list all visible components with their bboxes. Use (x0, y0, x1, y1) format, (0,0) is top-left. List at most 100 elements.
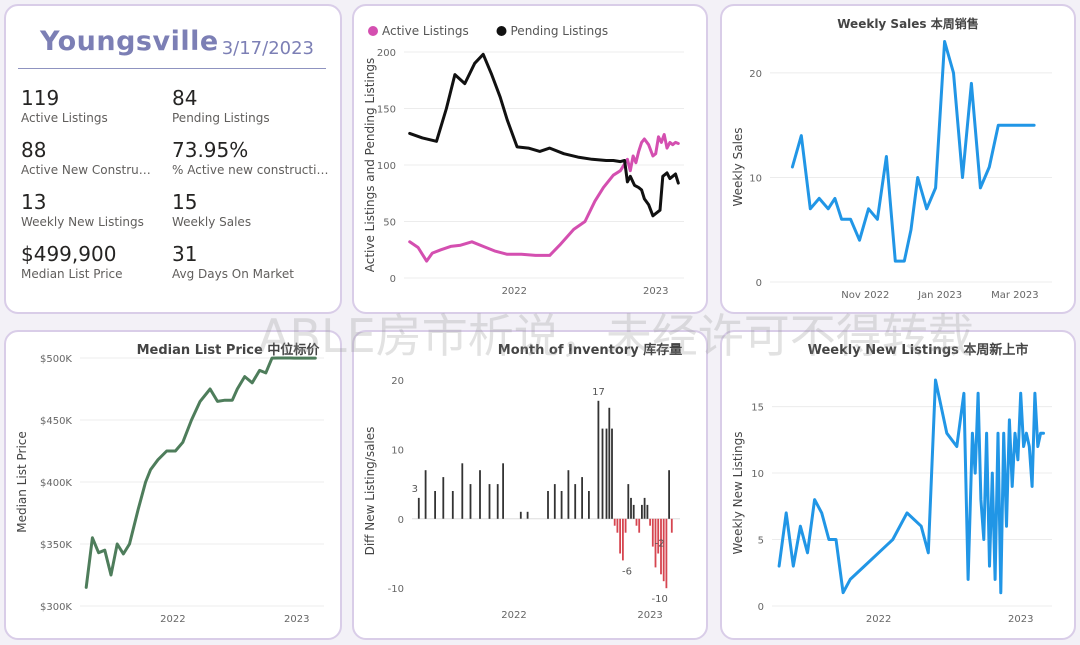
inventory-chart: Month of Inventory 库存量 -10 0 10 20 2022 2023 Di… (363, 342, 682, 621)
kpi-label: Weekly Sales (172, 215, 252, 229)
chart-title: Weekly New Listings 本周新上市 (808, 342, 1029, 358)
bar (632, 504, 635, 519)
x-tick-label: 2023 (643, 286, 668, 297)
chart-title: Month of Inventory 库存量 (498, 342, 682, 358)
bar (654, 518, 657, 568)
bar (434, 491, 436, 519)
x-tick-label: Mar 2023 (991, 290, 1039, 301)
y-axis-label: Median List Price (15, 431, 29, 533)
kpi-label: Weekly New Listings (21, 215, 144, 229)
bar (624, 518, 627, 533)
bar (641, 504, 643, 519)
weekly-new-listings-chart: Weekly New Listings 本周新上市 0 5 10 15 2022 2023 W… (731, 342, 1052, 625)
kpi-weekly-sales: 15 Weekly Sales (172, 190, 332, 230)
legend-marker (368, 26, 378, 36)
x-tick-label: 2023 (1008, 614, 1033, 625)
y-axis-label: Active Listings and Pending Listings (363, 58, 377, 273)
y-axis-label: Diff New Listing/sales (363, 427, 377, 556)
median-price-chart-panel: Median List Price 中位标价 $300K $350K $400K $45… (4, 330, 342, 640)
y-tick-label: 100 (377, 161, 396, 172)
x-tick-label: 2022 (866, 614, 891, 625)
data-label: -6 (622, 566, 632, 577)
series-line (408, 133, 680, 263)
report-date: 3/17/2023 (221, 38, 314, 59)
x-tick-label: Jan 2023 (917, 290, 962, 301)
bar (424, 470, 427, 519)
bar (574, 484, 577, 519)
bar (662, 518, 665, 582)
y-tick-label: 0 (398, 515, 404, 526)
kpi-value: 88 (21, 138, 47, 162)
x-tick-label: 2023 (637, 610, 662, 621)
bar (630, 497, 632, 519)
series-line (84, 356, 317, 589)
kpi-divider (18, 68, 326, 69)
y-axis-label: Weekly New Listings (731, 432, 745, 555)
listings-chart-panel: 0 50 100 150 200 2022 2023 Active Listings and … (352, 4, 708, 314)
bar (651, 518, 654, 547)
y-tick-label: $500K (40, 354, 72, 365)
legend-label: Pending Listings (511, 24, 609, 38)
kpi-label: Avg Days On Market (172, 267, 294, 281)
kpi-label: % Active new constructions (172, 163, 332, 177)
bar (588, 491, 590, 519)
y-tick-label: 20 (749, 69, 762, 80)
series-line (790, 40, 1036, 263)
legend-label: Active Listings (382, 24, 469, 38)
bar (668, 470, 670, 519)
weekly-sales-chart-panel: Weekly Sales 本周销售 0 10 20 Nov 2022 Jan 2023 Ma… (720, 4, 1076, 314)
x-tick-label: 2023 (284, 614, 309, 625)
bar (496, 484, 499, 519)
bar (597, 400, 600, 519)
bar (613, 518, 616, 526)
data-label: 3 (412, 484, 418, 495)
y-tick-label: 5 (758, 536, 764, 547)
bar (567, 470, 570, 519)
kpi-value: 31 (172, 242, 198, 266)
listings-chart: 0 50 100 150 200 2022 2023 Active Listings and … (363, 24, 684, 297)
bar (611, 428, 613, 519)
bar (519, 511, 522, 519)
x-tick-label: Nov 2022 (841, 290, 889, 301)
bar (479, 470, 481, 519)
kpi-value: 15 (172, 190, 198, 214)
bar (581, 477, 583, 519)
x-tick-label: 2022 (502, 286, 527, 297)
kpi-avg-days-on-market: 31 Avg Days On Market (172, 242, 332, 282)
bar (451, 491, 454, 519)
y-tick-label: 50 (383, 218, 396, 229)
kpi-value: $499,900 (21, 242, 117, 266)
y-tick-label: 0 (756, 278, 762, 289)
y-tick-label: 10 (751, 469, 764, 480)
bar (660, 518, 662, 575)
y-tick-label: 10 (749, 173, 762, 184)
kpi-label: Active New Constructi... (21, 163, 153, 177)
bar (601, 428, 604, 519)
weekly-new-listings-chart-panel: Weekly New Listings 本周新上市 0 5 10 15 2022 2023 W… (720, 330, 1076, 640)
bar (670, 518, 673, 533)
y-axis-label: Weekly Sales (731, 127, 745, 206)
bar (502, 463, 504, 519)
kpi-pct-new-construction: 73.95% % Active new constructions (172, 138, 332, 178)
data-label: -2 (655, 539, 665, 550)
series-line (777, 378, 1045, 595)
kpi-label: Pending Listings (172, 111, 270, 125)
inventory-chart-panel: Month of Inventory 库存量 -10 0 10 20 2022 2023 Di… (352, 330, 708, 640)
bar (646, 504, 649, 519)
bar (657, 518, 660, 554)
series-line (408, 52, 680, 218)
bar (553, 484, 556, 519)
bar (635, 518, 638, 526)
kpi-pending-listings: 84 Pending Listings (172, 86, 332, 126)
bar (665, 518, 668, 589)
legend-marker (496, 26, 507, 36)
bar (526, 511, 529, 519)
x-tick-label: 2022 (160, 614, 185, 625)
kpi-label: Median List Price (21, 267, 123, 281)
kpi-value: 13 (21, 190, 47, 214)
bar (469, 484, 472, 519)
chart-title: Median List Price 中位标价 (137, 342, 321, 358)
y-tick-label: 20 (391, 376, 404, 387)
bar (627, 484, 630, 519)
y-tick-label: 150 (377, 105, 396, 116)
